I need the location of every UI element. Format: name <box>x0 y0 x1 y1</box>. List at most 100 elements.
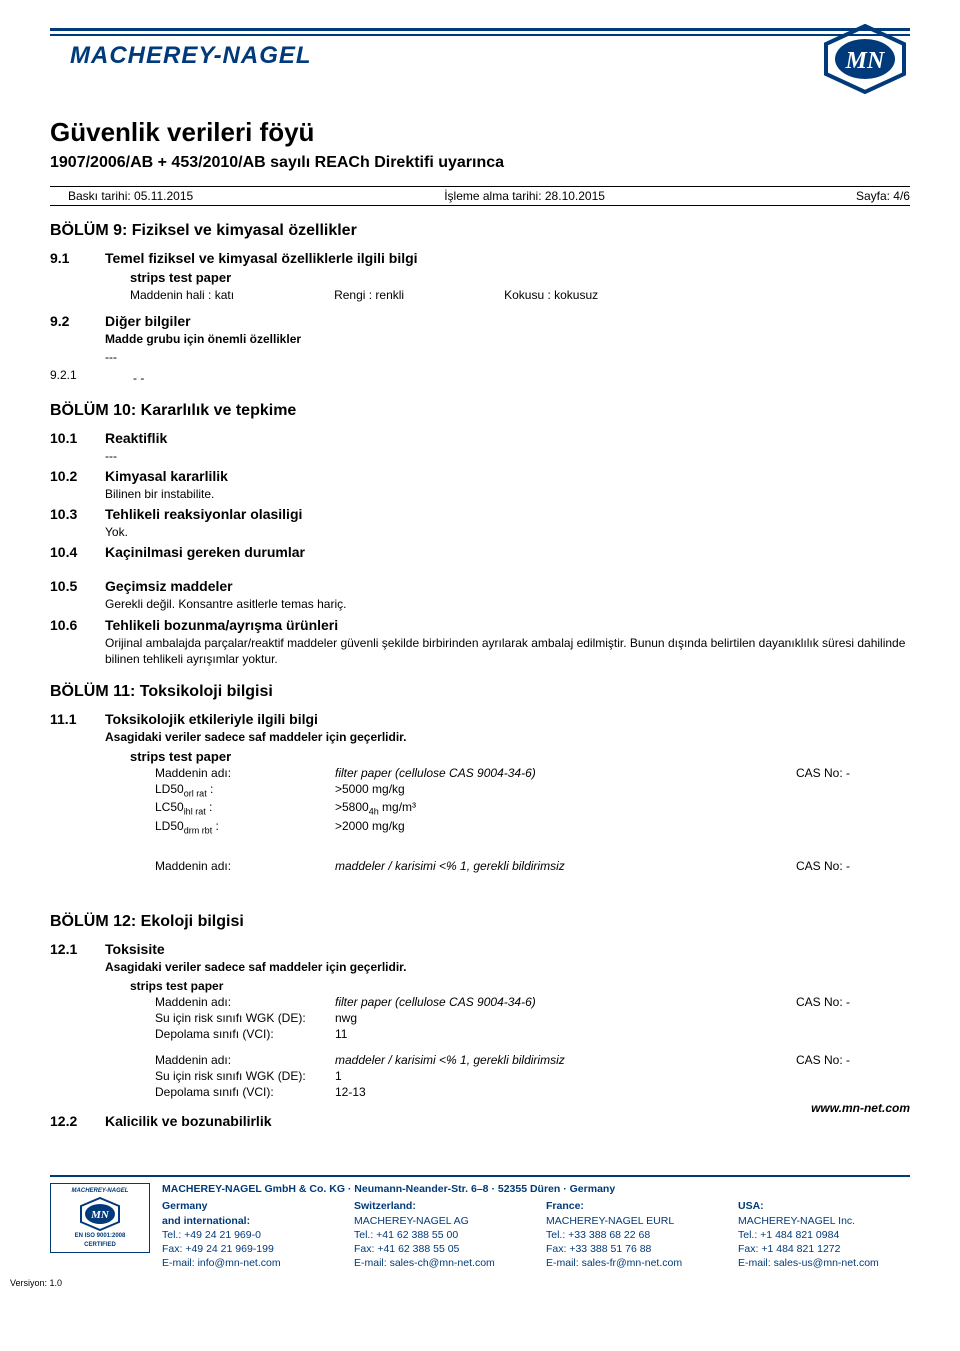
num-10-1: 10.1 <box>50 430 105 464</box>
cert-brand: MACHEREY-NAGEL <box>72 1188 129 1195</box>
eco-b2-wgk-label: Su için risk sınıfı WGK (DE): <box>155 1069 335 1083</box>
props-row: Maddenin hali : katı Rengi : renkli Koku… <box>130 287 910 303</box>
body-10-3: Yok. <box>105 524 910 540</box>
block-11-material: strips test paper Maddenin adı: filter p… <box>130 749 910 873</box>
m1-label: Maddenin adı: <box>155 766 335 780</box>
page-number: Sayfa: 4/6 <box>856 189 910 203</box>
mn-logo-icon: MN <box>820 24 910 97</box>
eco-b1-m-label: Maddenin adı: <box>155 995 335 1009</box>
row-9-2-1: 9.2.1 - - <box>50 368 910 386</box>
color-label: Rengi : renkli <box>334 287 404 303</box>
eco-b2-vci: Depolama sınıfı (VCI): 12-13 <box>155 1085 910 1099</box>
c1-fax: Fax: +49 24 21 969-199 <box>162 1242 334 1256</box>
eco-b1-wgk-val: nwg <box>335 1011 910 1025</box>
row-10-3: 10.3 Tehlikeli reaksiyonlar olasiligi Yo… <box>50 506 910 540</box>
state-label: Maddenin hali : katı <box>130 287 234 303</box>
footer-col-3: France: MACHEREY-NAGEL EURL Tel.: +33 38… <box>546 1199 718 1270</box>
brand-row: MACHEREY-NAGEL MN <box>50 42 910 92</box>
heading-10-2: Kimyasal kararlilik <box>105 468 910 484</box>
process-date: İşleme alma tarihi: 28.10.2015 <box>444 189 605 203</box>
c4-tel: Tel.: +1 484 821 0984 <box>738 1228 910 1242</box>
header-rule-2 <box>50 34 910 36</box>
eco-b2-m-label: Maddenin adı: <box>155 1053 335 1067</box>
eco-b1-wgk: Su için risk sınıfı WGK (DE): nwg <box>155 1011 910 1025</box>
eco-b1-m: Maddenin adı: filter paper (cellulose CA… <box>155 995 910 1009</box>
body-10-6: Orijinal ambalajda parçalar/reaktif madd… <box>105 635 910 667</box>
dash-9-2: --- <box>105 349 910 365</box>
c2-tel: Tel.: +41 62 388 55 00 <box>354 1228 526 1242</box>
eco-b2-vci-label: Depolama sınıfı (VCI): <box>155 1085 335 1099</box>
c1-h2: and international: <box>162 1214 334 1228</box>
c2-h2: MACHEREY-NAGEL AG <box>354 1214 526 1228</box>
cert-mn-logo-icon: MN <box>78 1197 122 1231</box>
ld50-drm-label: LD50drm rbt : <box>155 819 335 835</box>
c4-h2: MACHEREY-NAGEL Inc. <box>738 1214 910 1228</box>
c3-h2: MACHEREY-NAGEL EURL <box>546 1214 718 1228</box>
row-12-1: 12.1 Toksisite Asagidaki veriler sadece … <box>50 941 910 975</box>
heading-9-2: Diğer bilgiler <box>105 313 910 329</box>
c4-h1: USA: <box>738 1199 910 1213</box>
c1-tel: Tel.: +49 24 21 969-0 <box>162 1228 334 1242</box>
cert-iso: EN ISO 9001:2008 <box>75 1233 126 1240</box>
eco-b2-m-val: maddeler / karisimi <% 1, gerekli bildir… <box>335 1053 796 1067</box>
heading-9-1: Temel fiziksel ve kimyasal özelliklerle … <box>105 250 910 266</box>
num-9-2-1: 9.2.1 <box>50 368 105 386</box>
m2-label: Maddenin adı: <box>155 859 335 873</box>
num-10-5: 10.5 <box>50 578 105 612</box>
tox-row-5: Maddenin adı: maddeler / karisimi <% 1, … <box>155 859 910 873</box>
c1-email: E-mail: info@mn-net.com <box>162 1256 334 1270</box>
eco-b2-wgk: Su için risk sınıfı WGK (DE): 1 <box>155 1069 910 1083</box>
num-10-2: 10.2 <box>50 468 105 502</box>
heading-10-4: Kaçinilmasi gereken durumlar <box>105 544 910 560</box>
num-11-1: 11.1 <box>50 711 105 745</box>
section-9-title: BÖLÜM 9: Fiziksel ve kimyasal özellikler <box>50 222 910 240</box>
print-date: Baskı tarihi: 05.11.2015 <box>50 189 193 203</box>
block-9-1-body: strips test paper Maddenin hali : katı R… <box>130 270 910 303</box>
c3-email: E-mail: sales-fr@mn-net.com <box>546 1256 718 1270</box>
body-10-1: --- <box>105 448 910 464</box>
m1-cas: CAS No: - <box>796 766 910 780</box>
heading-11-1: Toksikolojik etkileriyle ilgili bilgi <box>105 711 910 727</box>
eco-b1-wgk-label: Su için risk sınıfı WGK (DE): <box>155 1011 335 1025</box>
odor-label: Kokusu : kokusuz <box>504 287 598 303</box>
row-10-6: 10.6 Tehlikeli bozunma/ayrışma ürünleri … <box>50 617 910 667</box>
num-9-2: 9.2 <box>50 313 105 365</box>
c2-h1: Switzerland: <box>354 1199 526 1213</box>
num-10-6: 10.6 <box>50 617 105 667</box>
section-12-title: BÖLÜM 12: Ekoloji bilgisi <box>50 913 910 931</box>
m2-cas: CAS No: - <box>796 859 910 873</box>
body-9-2: Madde grubu için önemli özellikler <box>105 331 910 347</box>
num-10-4: 10.4 <box>50 544 105 560</box>
heading-12-2: Kalicilik ve bozunabilirlik <box>105 1113 910 1129</box>
eco-b2-m-cas: CAS No: - <box>796 1053 910 1067</box>
c3-h1: France: <box>546 1199 718 1213</box>
footer-col-4: USA: MACHEREY-NAGEL Inc. Tel.: +1 484 82… <box>738 1199 910 1270</box>
c3-tel: Tel.: +33 388 68 22 68 <box>546 1228 718 1242</box>
note-11-1: Asagidaki veriler sadece saf maddeler iç… <box>105 729 910 745</box>
footer-col-1: Germany and international: Tel.: +49 24 … <box>162 1199 334 1270</box>
material-name-12: strips test paper <box>130 979 910 993</box>
tox-row-2: LD50orl rat : >5000 mg/kg <box>155 782 910 798</box>
row-10-4: 10.4 Kaçinilmasi gereken durumlar <box>50 544 910 560</box>
tox-row-1: Maddenin adı: filter paper (cellulose CA… <box>155 766 910 780</box>
row-9-1: 9.1 Temel fiziksel ve kimyasal özellikle… <box>50 250 910 266</box>
body-10-5: Gerekli değil. Konsantre asitlerle temas… <box>105 596 910 612</box>
lc50-ihl-val: >58004h mg/m³ <box>335 800 910 816</box>
num-9-1: 9.1 <box>50 250 105 266</box>
document-title: Güvenlik verileri föyü <box>50 117 910 148</box>
tox-row-4: LD50drm rbt : >2000 mg/kg <box>155 819 910 835</box>
c2-fax: Fax: +41 62 388 55 05 <box>354 1242 526 1256</box>
eco-b1-vci-label: Depolama sınıfı (VCI): <box>155 1027 335 1041</box>
eco-b1-vci-val: 11 <box>335 1027 910 1041</box>
brand-name: MACHEREY-NAGEL <box>50 42 312 70</box>
block-12-material: strips test paper Maddenin adı: filter p… <box>130 979 910 1099</box>
body-10-2: Bilinen bir instabilite. <box>105 486 910 502</box>
document-subtitle: 1907/2006/AB + 453/2010/AB sayılı REACh … <box>50 154 910 172</box>
material-name-9: strips test paper <box>130 270 910 285</box>
eco-b1-m-val: filter paper (cellulose CAS 9004-34-6) <box>335 995 796 1009</box>
note-12-1: Asagidaki veriler sadece saf maddeler iç… <box>105 959 910 975</box>
body-9-2-1: - - <box>105 370 910 386</box>
row-10-2: 10.2 Kimyasal kararlilik Bilinen bir ins… <box>50 468 910 502</box>
cert-box: MACHEREY-NAGEL MN EN ISO 9001:2008 CERTI… <box>50 1183 150 1253</box>
m1-val: filter paper (cellulose CAS 9004-34-6) <box>335 766 796 780</box>
